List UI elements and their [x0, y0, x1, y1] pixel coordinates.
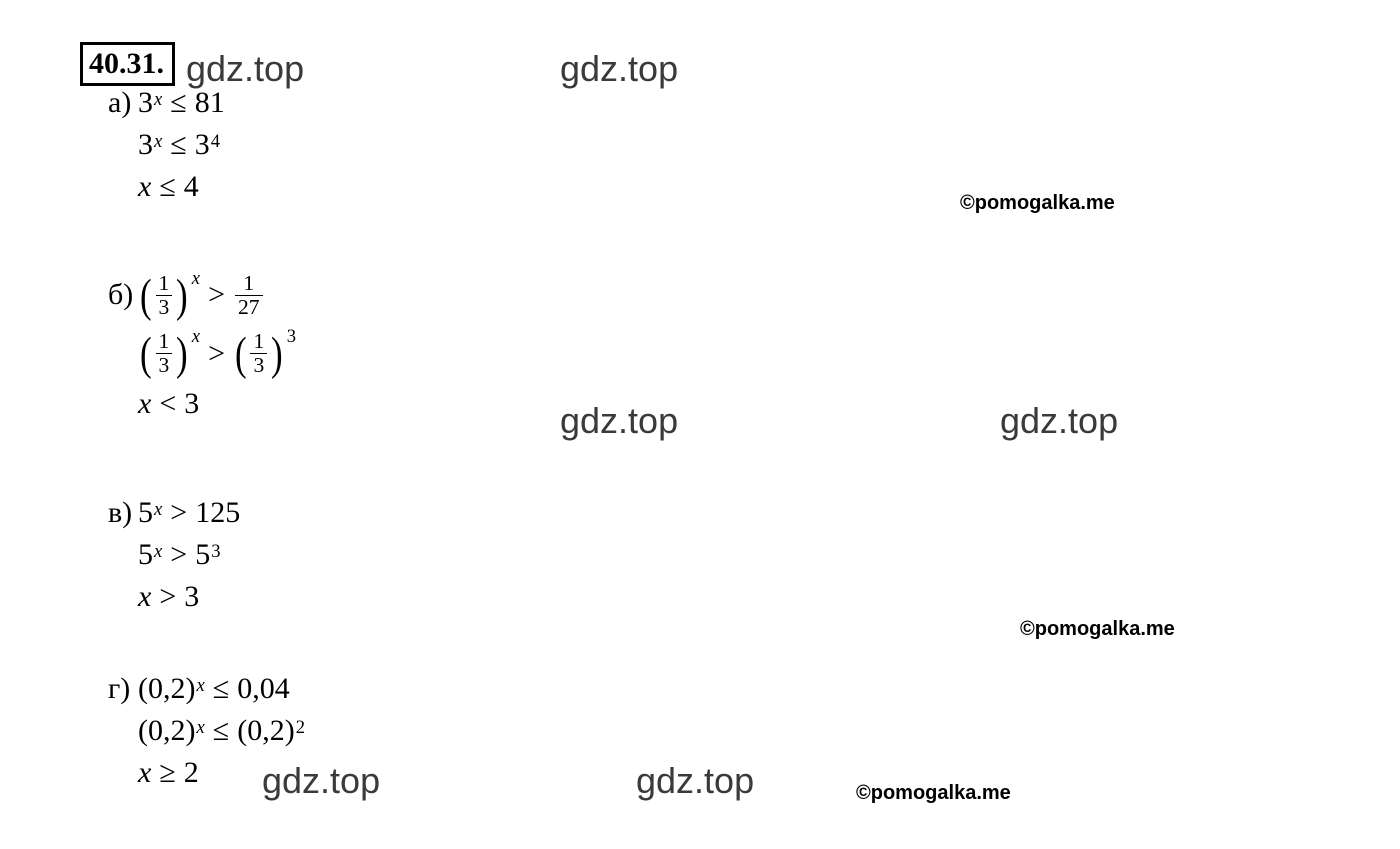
problem-number: 40.31. [80, 42, 175, 86]
part-v-line-2: 5x > 53 [108, 540, 240, 570]
exp: x [154, 501, 162, 520]
fraction-rhs: 1 27 [235, 272, 263, 318]
rhs: 2 [184, 758, 199, 788]
fraction: 1 3 [156, 330, 173, 376]
op-le: ≤ [159, 172, 175, 202]
part-g: г) (0,2)x ≤ 0,04 (0,2)x ≤ (0,2)2 x ≥ 2 [108, 674, 305, 800]
copyright-pomogalka: ©pomogalka.me [856, 782, 1011, 805]
exp: x [192, 328, 200, 347]
part-label-v: в) [108, 498, 138, 528]
exp: x [154, 543, 162, 562]
var-x: x [138, 758, 151, 788]
op-ge: ≥ [159, 758, 175, 788]
rhs-base: 5 [195, 540, 210, 570]
rhs: 3 [184, 582, 199, 612]
part-a-line-3: x ≤ 4 [108, 172, 225, 202]
part-label-g: г) [108, 674, 138, 704]
op-le: ≤ [213, 674, 229, 704]
exp: x [154, 91, 162, 110]
rhs-exp: 3 [287, 328, 296, 347]
op-le: ≤ [170, 88, 186, 118]
exp: x [197, 677, 205, 696]
part-b-line-3: x < 3 [108, 389, 296, 419]
rhs-base: 0,2 [247, 716, 285, 746]
fraction: 1 3 [156, 272, 173, 318]
part-g-line-2: (0,2)x ≤ (0,2)2 [108, 716, 305, 746]
part-v-line-1: в) 5x > 125 [108, 498, 240, 528]
var-x: x [138, 582, 151, 612]
part-v-line-3: x > 3 [108, 582, 240, 612]
base: 5 [138, 540, 153, 570]
part-label-a: а) [108, 88, 138, 118]
fraction-rhs: 1 3 [250, 330, 267, 376]
watermark-gdz-top: gdz.top [560, 48, 678, 90]
watermark-gdz-top: gdz.top [636, 760, 754, 802]
base: 3 [138, 130, 153, 160]
base: 0,2 [148, 674, 186, 704]
op-le: ≤ [213, 716, 229, 746]
base: 0,2 [148, 716, 186, 746]
op-gt: > [208, 280, 225, 310]
part-b-line-1: б) ( 1 3 ) x > 1 27 [108, 272, 296, 318]
rhs: 125 [195, 498, 240, 528]
copyright-pomogalka: ©pomogalka.me [960, 192, 1115, 215]
base: 3 [138, 88, 153, 118]
rhs-base: 3 [195, 130, 210, 160]
rhs-exp: 4 [211, 133, 220, 152]
part-b: б) ( 1 3 ) x > 1 27 [108, 272, 296, 431]
part-g-line-1: г) (0,2)x ≤ 0,04 [108, 674, 305, 704]
part-g-line-3: x ≥ 2 [108, 758, 305, 788]
part-a-line-1: а) 3x ≤ 81 [108, 88, 225, 118]
part-label-b: б) [108, 280, 138, 310]
base: 5 [138, 498, 153, 528]
part-a-line-2: 3x ≤ 34 [108, 130, 225, 160]
op-gt: > [170, 540, 187, 570]
rhs-exp: 2 [296, 719, 305, 738]
rhs: 4 [184, 172, 199, 202]
watermark-gdz-top: gdz.top [1000, 400, 1118, 442]
part-a: а) 3x ≤ 81 3x ≤ 34 x ≤ 4 [108, 88, 225, 214]
rhs: 3 [184, 389, 199, 419]
exp: x [192, 270, 200, 289]
op-gt: > [170, 498, 187, 528]
exp: x [197, 719, 205, 738]
rhs: 81 [195, 88, 225, 118]
part-b-line-2: ( 1 3 ) x > ( 1 3 ) 3 [108, 330, 296, 376]
op-lt: < [159, 389, 176, 419]
watermark-gdz-top: gdz.top [560, 400, 678, 442]
rhs: 0,04 [237, 674, 290, 704]
op-gt: > [208, 339, 225, 369]
exp: x [154, 133, 162, 152]
var-x: x [138, 172, 151, 202]
watermark-gdz-top: gdz.top [186, 48, 304, 90]
op-le: ≤ [170, 130, 186, 160]
copyright-pomogalka: ©pomogalka.me [1020, 618, 1175, 641]
page: 40.31. gdz.top gdz.top gdz.top gdz.top g… [0, 0, 1400, 849]
rhs-exp: 3 [211, 543, 220, 562]
op-gt: > [159, 582, 176, 612]
part-v: в) 5x > 125 5x > 53 x > 3 [108, 498, 240, 624]
var-x: x [138, 389, 151, 419]
